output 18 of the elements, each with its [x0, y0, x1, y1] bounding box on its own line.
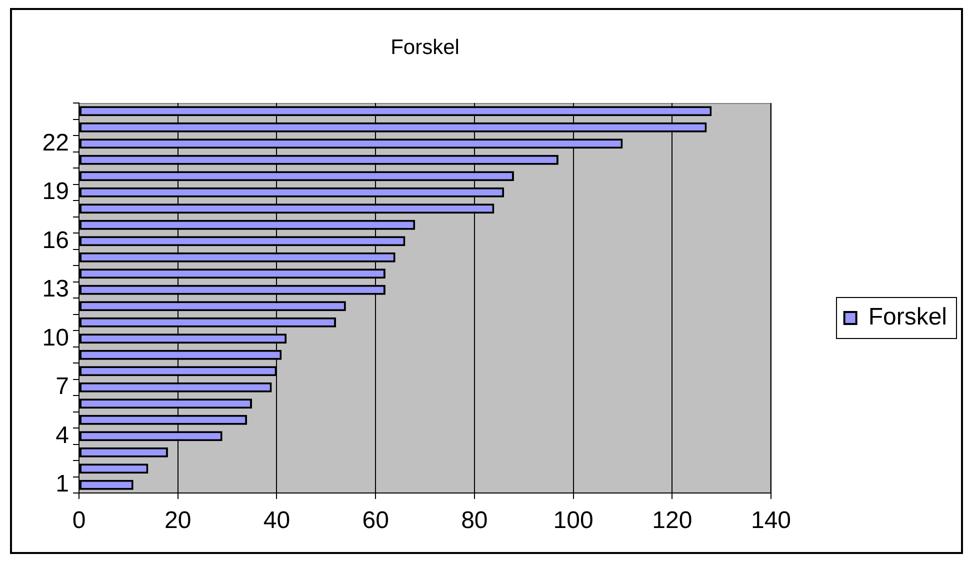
chart-title: Forskel [390, 36, 460, 59]
x-tick-label: 40 [263, 507, 290, 534]
y-tick-label: 4 [56, 422, 69, 449]
y-tick-label: 1 [56, 470, 69, 498]
y-tick-label: 16 [42, 226, 69, 254]
y-tick-label: 13 [42, 276, 69, 302]
y-tick-label: 7 [56, 373, 69, 400]
y-tick-label: 22 [42, 129, 69, 156]
x-tick-label: 100 [553, 507, 594, 534]
y-tick-label: 10 [42, 324, 69, 352]
x-tick-label: 60 [362, 507, 389, 534]
x-tick-label: 20 [164, 507, 192, 534]
x-tick-label: 80 [461, 507, 488, 534]
x-tick-label: 120 [652, 507, 692, 534]
x-tick-label: 140 [750, 507, 792, 534]
x-tick-label: 0 [72, 507, 86, 534]
y-tick-label: 19 [42, 178, 69, 205]
legend-label: Forskel [868, 304, 948, 331]
